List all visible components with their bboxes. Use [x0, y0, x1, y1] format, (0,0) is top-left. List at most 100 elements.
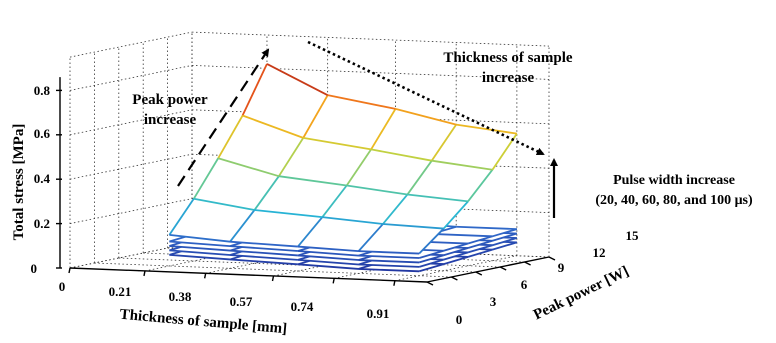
- surface-mesh-line: [169, 240, 231, 248]
- surface-mesh-line: [217, 157, 280, 178]
- surface-mesh-line: [169, 233, 231, 243]
- surface-face: [383, 194, 469, 229]
- surface-mesh-line: [169, 245, 231, 252]
- y-tick-3: 3: [490, 294, 497, 309]
- surface-mesh-line: [358, 259, 420, 264]
- surface-mesh-line: [297, 216, 323, 248]
- x-axis-line: [69, 267, 428, 283]
- x-tick-mark: [203, 273, 207, 279]
- x-tick-0.57: 0.57: [230, 294, 253, 309]
- grid-box: [56, 31, 556, 286]
- grid-line-floor-x: [144, 245, 268, 272]
- surface-mesh-line: [492, 228, 518, 238]
- surface-mesh-line: [467, 244, 493, 254]
- surface-mesh-line: [278, 175, 347, 187]
- surface-mesh-line: [492, 237, 518, 247]
- grid-line-back-horizontal: [191, 31, 550, 47]
- y-axis-label: Peak power [W]: [531, 263, 631, 323]
- surface-mesh-line: [253, 175, 280, 211]
- y-tick-6: 6: [521, 277, 528, 292]
- grid-line-side-horizontal: [69, 198, 193, 224]
- surface-mesh-line: [303, 136, 372, 151]
- y-tick-15: 15: [626, 228, 640, 243]
- surface-mesh-line: [297, 263, 359, 270]
- surface-mesh-line: [370, 148, 432, 162]
- grid-line-floor-x: [394, 255, 517, 282]
- surface-face: [358, 224, 444, 254]
- surface-mesh-line: [431, 233, 493, 238]
- surface-pulse-100us: [168, 63, 518, 255]
- surface-face: [407, 160, 493, 202]
- peak-power-annotation-line2: increase: [144, 112, 197, 128]
- surface-mesh-line: [266, 63, 329, 96]
- pulse-width-annotation-line2: (20, 40, 60, 80, and 100 μs): [595, 193, 753, 208]
- surface-mesh-line: [241, 63, 268, 116]
- surface-face: [254, 176, 347, 218]
- y-tick-mark: [499, 266, 507, 271]
- grid-line-side-horizontal: [69, 31, 193, 58]
- surface-mesh-line: [492, 241, 518, 251]
- y-tick-mark: [426, 281, 434, 286]
- surface-mesh-line: [419, 258, 444, 268]
- surface-mesh-line: [242, 114, 304, 139]
- surface-mesh-line: [418, 227, 445, 255]
- peak-power-arrow: [177, 48, 270, 187]
- x-tick-0.91: 0.91: [367, 306, 390, 321]
- surface-mesh-line: [229, 249, 298, 257]
- z-axis-label: Total stress [MPa]: [11, 124, 27, 241]
- surface-mesh-line: [456, 225, 517, 230]
- surface-face: [169, 198, 255, 242]
- surface-face: [297, 217, 383, 252]
- surface-face: [242, 63, 328, 138]
- surface-mesh-line: [229, 254, 298, 261]
- surface-mesh-line: [327, 94, 396, 110]
- grid-line-floor-x: [205, 247, 328, 274]
- x-tick-mark: [68, 267, 71, 274]
- z-tick-0.8: 0.8: [34, 83, 51, 98]
- surface-mesh-line: [419, 263, 444, 273]
- thickness-annotation-line1: Thickness of sample: [443, 50, 573, 66]
- surface-mesh-line: [169, 249, 231, 256]
- surface-mesh-line: [168, 198, 195, 236]
- grid-line-side-horizontal: [69, 153, 193, 180]
- y-tick-mark: [451, 276, 458, 281]
- x-tick-0.38: 0.38: [169, 289, 192, 304]
- surface-mesh-line: [456, 123, 518, 135]
- surface-mesh-line: [467, 239, 493, 249]
- y-tick-0: 0: [456, 312, 463, 327]
- x-tick-mark: [143, 270, 146, 277]
- z-tick-0: 0: [31, 261, 38, 276]
- surface-mesh-line: [358, 268, 420, 273]
- surface-mesh-line: [467, 248, 493, 258]
- surface-mesh-line: [467, 235, 493, 245]
- surface-meshes: [168, 63, 518, 273]
- surface-mesh-line: [229, 245, 298, 252]
- surface-face: [346, 149, 432, 195]
- surface-mesh-line: [382, 193, 409, 225]
- x-tick-mark: [332, 278, 335, 284]
- surface-mesh-line: [419, 254, 444, 264]
- grid-line-side-horizontal: [69, 65, 193, 91]
- surface-face: [303, 95, 396, 150]
- surface-mesh-line: [346, 184, 408, 196]
- surface-mesh-line: [492, 232, 518, 242]
- y-tick-mark: [475, 271, 483, 276]
- grid-line-side-horizontal: [69, 109, 193, 136]
- y-tick-9: 9: [558, 260, 565, 275]
- surface-mesh-line: [431, 124, 457, 162]
- surface-mesh-line: [419, 249, 444, 259]
- pulse-width-annotation-line1: Pulse width increase: [613, 173, 735, 188]
- surface-mesh-line: [443, 242, 469, 252]
- surface-mesh-line: [322, 216, 384, 225]
- x-axis-label: Thickness of sample [mm]: [119, 307, 288, 338]
- y-tick-mark: [548, 256, 556, 261]
- surface-mesh-line: [192, 157, 219, 200]
- surface-mesh-line: [297, 250, 359, 257]
- surface-mesh-line: [357, 223, 384, 252]
- surface-face: [371, 108, 457, 161]
- surface-mesh-line: [321, 184, 348, 218]
- surface-mesh-line: [345, 148, 372, 187]
- surface-mesh-line: [254, 209, 323, 219]
- y-tick-12: 12: [593, 245, 606, 260]
- surface-face: [193, 158, 279, 210]
